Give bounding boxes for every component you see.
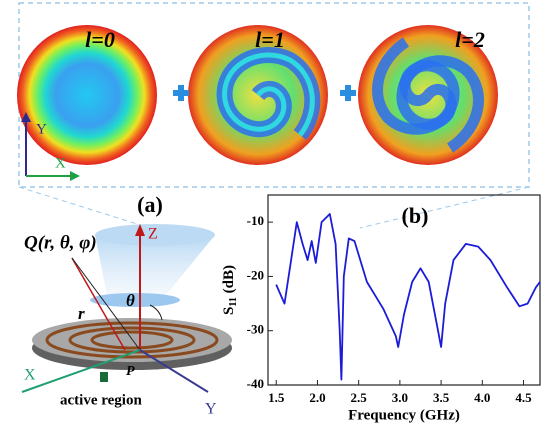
cone-mid — [90, 293, 180, 307]
y-tick-label: -20 — [247, 267, 264, 282]
point-label: P — [126, 364, 135, 379]
y-axis-label: S11 (dB) — [221, 265, 239, 315]
s11-curve — [275, 213, 541, 381]
mode-2 — [358, 25, 498, 165]
axis-label: Y — [205, 401, 217, 418]
mode-label: l=2 — [455, 27, 485, 52]
axis-label: X — [55, 155, 66, 171]
plot-frame — [267, 194, 541, 386]
panel-label: (b) — [402, 203, 429, 228]
y-label-sub: 11 — [228, 297, 239, 306]
y-tick-label: -10 — [247, 213, 264, 228]
axis-label: Z — [148, 226, 158, 243]
x-axis-label: Frequency (GHz) — [348, 407, 460, 423]
y-tick-label: -40 — [247, 376, 264, 391]
cone-top — [95, 224, 215, 246]
plus-signs — [173, 85, 356, 101]
active-region — [100, 372, 108, 382]
angle-arc — [149, 304, 163, 321]
x-tick-label: 1.5 — [268, 390, 285, 405]
s11-chart: 1.5 2.0 2.5 3.0 3.5 4.0 4.5 -40 -30 -20 -10 Frequen… — [221, 194, 541, 423]
y-tick-label: -30 — [247, 322, 264, 337]
y-label-unit: (dB) — [221, 265, 237, 297]
mode-label: l=0 — [85, 27, 115, 52]
x-tick-label: 4.0 — [474, 390, 490, 405]
y-label-main: S — [221, 307, 237, 315]
axis-label: Y — [36, 121, 47, 137]
guide-line — [71, 257, 141, 351]
beam-cone — [95, 235, 215, 300]
x-tick-label: 3.5 — [433, 390, 450, 405]
y-axis — [139, 349, 209, 393]
mode-0 — [17, 25, 157, 165]
mode-1 — [188, 25, 328, 165]
guide-line — [359, 186, 530, 229]
radius-label: r — [78, 304, 85, 323]
mode-label: l=1 — [255, 27, 285, 52]
x-axis — [21, 349, 141, 393]
axis-label: X — [24, 367, 36, 384]
x-tick-label: 2.0 — [309, 390, 325, 405]
x-tick-label: 4.5 — [515, 390, 532, 405]
r-vector — [71, 257, 126, 351]
x-tick-label: 2.5 — [351, 390, 368, 405]
angle-label: θ — [126, 291, 135, 310]
guide-line — [18, 186, 151, 229]
annotation: active region — [60, 392, 142, 408]
point-label: Q(r, θ, φ) — [24, 232, 97, 253]
x-tick-label: 3.0 — [392, 390, 408, 405]
panel-label: (a) — [137, 192, 163, 217]
